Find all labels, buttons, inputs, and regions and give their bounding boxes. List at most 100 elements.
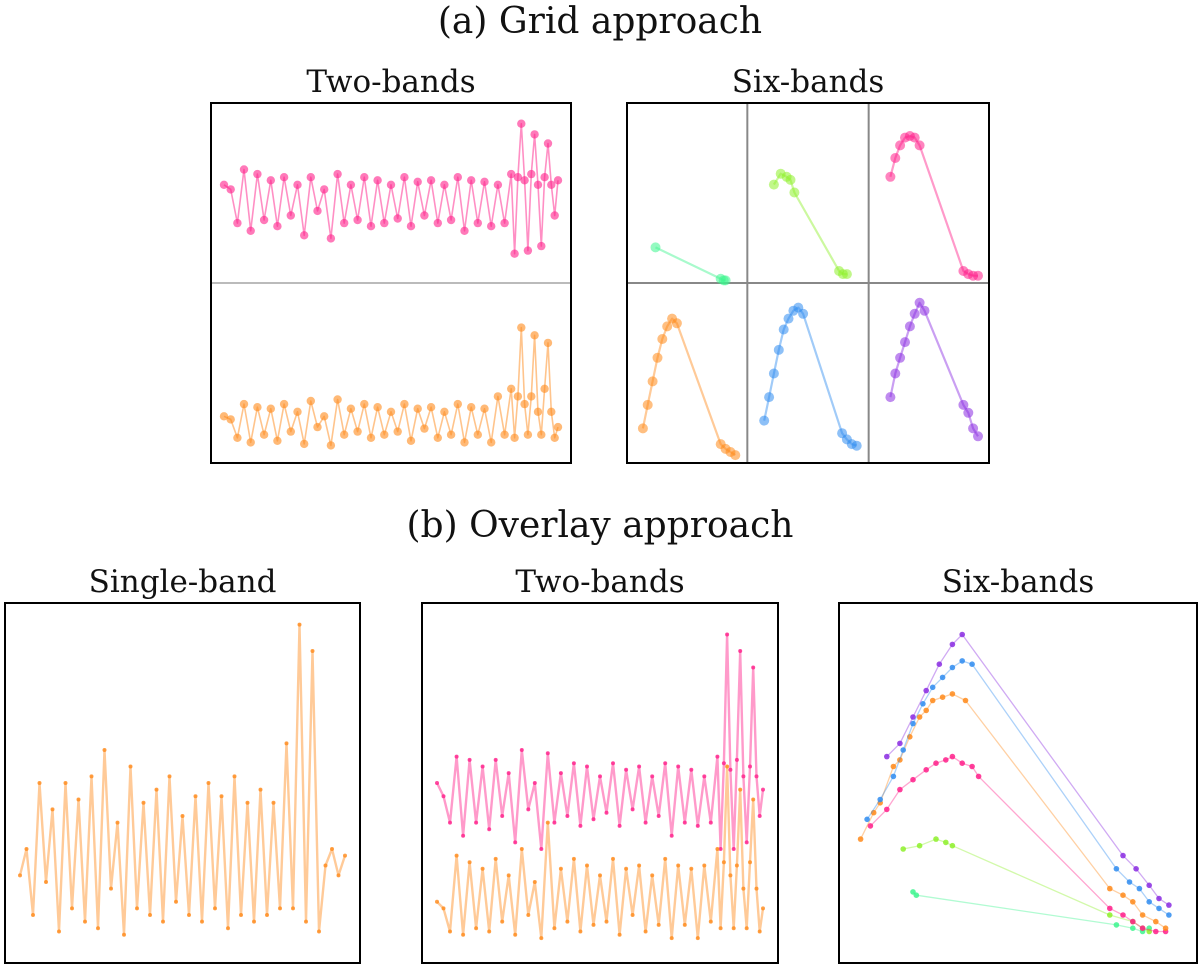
data-point-band_g [900, 846, 906, 852]
data-point-band_r [293, 180, 302, 189]
data-point-band_i [1130, 899, 1136, 905]
data-point-band_i [702, 863, 707, 868]
data-point-band_r [313, 206, 322, 216]
data-point-band_i [373, 403, 382, 412]
data-point-band_z [1146, 899, 1152, 905]
data-point-band_r [467, 757, 472, 762]
data-point-band_i [537, 430, 546, 439]
data-point-band_r [353, 215, 362, 225]
data-point-band_i [519, 847, 524, 851]
data-point-band_g [943, 839, 949, 846]
data-point-band_i [252, 919, 256, 924]
data-point-band_i [1120, 892, 1126, 898]
data-point-band_y [909, 308, 920, 319]
data-point-band_i [751, 797, 756, 802]
data-point-band_i [517, 323, 526, 332]
data-point-band_i [676, 863, 681, 868]
data-point-band_r [413, 177, 422, 186]
data-point-band_i [293, 407, 302, 416]
data-point-band_r [656, 814, 661, 818]
data-point-band_i [571, 856, 576, 861]
data-point-band_i [340, 430, 349, 439]
data-point-band_i [63, 781, 68, 785]
data-point-band_r [360, 173, 369, 182]
data-point-band_r [669, 833, 674, 838]
data-point-band_i [721, 860, 726, 865]
data-point-band_i [226, 926, 230, 931]
data-point-band_i [57, 929, 61, 934]
data-point-band_r [611, 761, 615, 766]
data-point-band_r [480, 764, 485, 769]
data-point-band_r [420, 211, 429, 220]
data-point-band_i [448, 929, 452, 934]
data-point-band_i [744, 926, 749, 931]
data-point-band_i [624, 866, 629, 871]
data-point-band_i [754, 886, 759, 891]
data-point-band_r [650, 774, 655, 779]
data-point-band_r [493, 757, 498, 762]
data-point-band_r [734, 757, 739, 762]
overlay-six-bands-plot [838, 602, 1198, 964]
data-point-band_z [764, 392, 775, 403]
data-point-band_y [1156, 895, 1162, 902]
data-point-band_r [386, 180, 396, 189]
data-point-band_i [598, 873, 602, 878]
series-line-band_r [223, 122, 559, 255]
data-point-band_i [187, 913, 191, 917]
data-point-band_i [663, 856, 668, 861]
data-point-band_z [773, 344, 784, 355]
data-point-band_i [148, 913, 152, 917]
data-point-band_i [630, 913, 635, 917]
data-point-band_r [539, 847, 544, 851]
data-point-band_g [841, 269, 852, 280]
overlay-six-bands-title: Six-bands [941, 564, 1095, 600]
data-point-band_i [480, 866, 485, 871]
data-point-band_r [969, 763, 975, 770]
data-point-band_i [83, 919, 87, 924]
data-point-band_r [553, 176, 563, 185]
data-point-band_y [910, 714, 916, 720]
data-point-band_i [180, 814, 185, 818]
data-point-band_r [461, 833, 466, 838]
data-point-band_r [523, 246, 533, 255]
data-point-band_i [259, 430, 269, 439]
data-point-band_y [890, 368, 901, 379]
data-point-band_r [676, 764, 681, 769]
data-point-band_y [936, 661, 943, 667]
data-point-band_i [543, 338, 553, 348]
data-point-band_i [761, 906, 765, 911]
data-point-band_i [400, 399, 409, 409]
data-point-band_i [330, 847, 334, 851]
data-point-band_i [715, 847, 720, 851]
data-point-band_i [239, 913, 243, 917]
data-point-band_i [128, 764, 133, 769]
data-point-band_r [507, 169, 516, 179]
data-point-band_i [474, 926, 479, 931]
data-point-band_i [585, 863, 589, 868]
data-point-band_r [266, 176, 275, 185]
data-point-band_i [233, 433, 242, 442]
data-point-band_r [617, 823, 622, 828]
data-point-band_i [44, 880, 48, 884]
data-point-band_r [300, 231, 309, 240]
data-point-band_r [550, 211, 559, 220]
data-point-band_r [320, 185, 329, 194]
data-point-band_u [650, 242, 661, 253]
data-point-band_u [1113, 922, 1120, 928]
data-point-band_z [969, 661, 975, 667]
data-point-band_i [708, 919, 713, 924]
data-point-band_z [1136, 885, 1143, 892]
data-point-band_u [1130, 925, 1136, 931]
data-point-band_i [213, 906, 217, 911]
data-point-band_r [738, 649, 743, 653]
data-point-band_r [1153, 928, 1159, 935]
data-point-band_r [433, 218, 442, 228]
data-point-band_i [291, 906, 295, 911]
data-point-band_r [448, 820, 452, 825]
data-point-band_i [637, 863, 642, 868]
data-point-band_y [968, 423, 979, 434]
data-point-band_z [920, 701, 926, 707]
data-point-band_r [246, 226, 255, 235]
data-point-band_r [897, 786, 903, 793]
data-point-band_z [959, 658, 965, 664]
